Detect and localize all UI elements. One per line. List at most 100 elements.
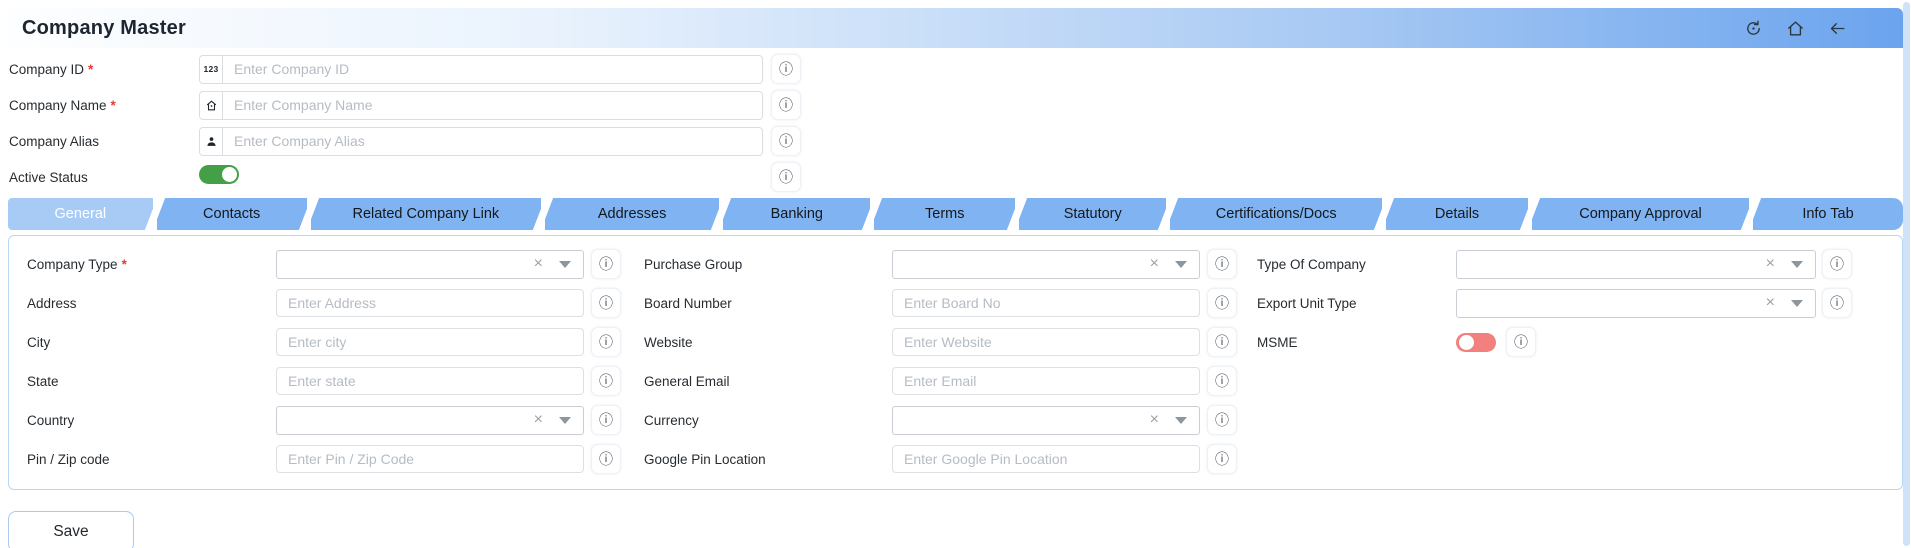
- info-icon-glyph: ⓘ: [779, 61, 793, 77]
- info-icon[interactable]: ⓘ: [771, 54, 801, 84]
- tab-addresses[interactable]: Addresses: [545, 198, 720, 230]
- tab-contacts[interactable]: Contacts: [156, 198, 307, 230]
- state-input[interactable]: [276, 367, 584, 395]
- dropdown-caret-icon: [1791, 260, 1803, 268]
- info-icon[interactable]: ⓘ: [591, 288, 621, 318]
- google-pin-location-label: Google Pin Location: [644, 451, 766, 467]
- number-123-icon: 123: [200, 55, 223, 83]
- dropdown-caret-icon: [1175, 416, 1187, 424]
- info-icon[interactable]: ⓘ: [1207, 327, 1237, 357]
- history-icon[interactable]: [1743, 18, 1763, 38]
- tab-info-tab[interactable]: Info Tab: [1752, 198, 1903, 230]
- company-alias-row: Company Alias ⓘ: [8, 126, 1903, 156]
- info-icon-glyph: ⓘ: [779, 97, 793, 113]
- info-icon[interactable]: ⓘ: [1207, 366, 1237, 396]
- info-icon-glyph: ⓘ: [779, 169, 793, 185]
- info-icon[interactable]: ⓘ: [771, 162, 801, 192]
- company-name-input[interactable]: [223, 91, 762, 119]
- pin-zip-code-input[interactable]: [276, 445, 584, 473]
- tab-bar: General Contacts Related Company Link Ad…: [8, 198, 1903, 230]
- info-icon-glyph: ⓘ: [1215, 334, 1229, 350]
- info-icon[interactable]: ⓘ: [591, 405, 621, 435]
- info-icon-glyph: ⓘ: [1215, 412, 1229, 428]
- country-select[interactable]: ×: [276, 405, 584, 435]
- tab-company-approval[interactable]: Company Approval: [1532, 198, 1749, 230]
- currency-select[interactable]: ×: [892, 405, 1200, 435]
- company-name-field: [199, 90, 763, 120]
- info-icon-glyph: ⓘ: [1215, 256, 1229, 272]
- address-input[interactable]: [276, 289, 584, 317]
- save-button[interactable]: Save: [8, 511, 134, 548]
- company-type-select[interactable]: ×: [276, 249, 584, 279]
- tab-related-company-link[interactable]: Related Company Link: [310, 198, 542, 230]
- info-icon[interactable]: ⓘ: [591, 327, 621, 357]
- company-alias-label: Company Alias: [9, 133, 100, 149]
- info-icon-glyph: ⓘ: [1830, 256, 1844, 272]
- type-of-company-select[interactable]: ×: [1456, 249, 1816, 279]
- header-actions: [1743, 18, 1889, 38]
- info-icon[interactable]: ⓘ: [1822, 288, 1852, 318]
- clear-icon[interactable]: ×: [533, 255, 543, 272]
- msme-label: MSME: [1257, 334, 1298, 350]
- clear-icon[interactable]: ×: [1765, 294, 1775, 311]
- active-status-toggle[interactable]: [199, 165, 239, 184]
- currency-label: Currency: [644, 412, 699, 428]
- info-icon[interactable]: ⓘ: [771, 126, 801, 156]
- board-number-input[interactable]: [892, 289, 1200, 317]
- company-id-row: Company ID* 123 ⓘ: [8, 54, 1903, 84]
- info-icon-glyph: ⓘ: [1215, 295, 1229, 311]
- required-asterisk: *: [88, 61, 94, 77]
- clear-icon[interactable]: ×: [1765, 255, 1775, 272]
- tab-certifications-docs[interactable]: Certifications/Docs: [1170, 198, 1383, 230]
- msme-toggle[interactable]: [1456, 332, 1496, 352]
- back-arrow-icon[interactable]: [1827, 18, 1847, 38]
- website-input[interactable]: [892, 328, 1200, 356]
- info-icon-glyph: ⓘ: [599, 334, 613, 350]
- tab-statutory[interactable]: Statutory: [1019, 198, 1167, 230]
- dropdown-caret-icon: [559, 416, 571, 424]
- city-input[interactable]: [276, 328, 584, 356]
- toggle-knob: [221, 167, 237, 182]
- info-icon[interactable]: ⓘ: [1207, 288, 1237, 318]
- google-pin-location-input[interactable]: [892, 445, 1200, 473]
- dropdown-caret-icon: [1791, 299, 1803, 307]
- purchase-group-select[interactable]: ×: [892, 249, 1200, 279]
- home-icon[interactable]: [1785, 18, 1805, 38]
- info-icon[interactable]: ⓘ: [1207, 444, 1237, 474]
- info-icon[interactable]: ⓘ: [1207, 249, 1237, 279]
- clear-icon[interactable]: ×: [1149, 411, 1159, 428]
- clear-icon[interactable]: ×: [533, 411, 543, 428]
- tab-banking[interactable]: Banking: [723, 198, 871, 230]
- info-icon-glyph: ⓘ: [1514, 334, 1528, 350]
- info-icon[interactable]: ⓘ: [591, 366, 621, 396]
- info-icon[interactable]: ⓘ: [1207, 405, 1237, 435]
- tab-details[interactable]: Details: [1386, 198, 1529, 230]
- website-label: Website: [644, 334, 693, 350]
- info-icon[interactable]: ⓘ: [771, 90, 801, 120]
- country-label: Country: [27, 412, 75, 428]
- page-title: Company Master: [22, 16, 186, 39]
- info-icon[interactable]: ⓘ: [1506, 327, 1536, 357]
- company-id-input[interactable]: [223, 55, 762, 83]
- export-unit-type-select[interactable]: ×: [1456, 288, 1816, 318]
- purchase-group-label: Purchase Group: [644, 256, 743, 272]
- info-icon[interactable]: ⓘ: [591, 249, 621, 279]
- company-name-label: Company Name *: [9, 97, 116, 113]
- scrollbar[interactable]: [1903, 2, 1910, 546]
- info-icon[interactable]: ⓘ: [1822, 249, 1852, 279]
- company-alias-input[interactable]: [223, 127, 762, 155]
- info-icon[interactable]: ⓘ: [591, 444, 621, 474]
- tab-terms[interactable]: Terms: [874, 198, 1016, 230]
- pin-zip-code-label: Pin / Zip code: [27, 451, 110, 467]
- company-name-row: Company Name* ⓘ: [8, 90, 1903, 120]
- person-icon: [200, 127, 223, 155]
- info-icon-glyph: ⓘ: [599, 256, 613, 272]
- required-asterisk: *: [121, 256, 127, 272]
- company-id-label: Company ID *: [9, 61, 94, 77]
- tab-general[interactable]: General: [8, 198, 153, 230]
- info-icon-glyph: ⓘ: [779, 133, 793, 149]
- info-icon-glyph: ⓘ: [1830, 295, 1844, 311]
- dropdown-caret-icon: [1175, 260, 1187, 268]
- clear-icon[interactable]: ×: [1149, 255, 1159, 272]
- general-email-input[interactable]: [892, 367, 1200, 395]
